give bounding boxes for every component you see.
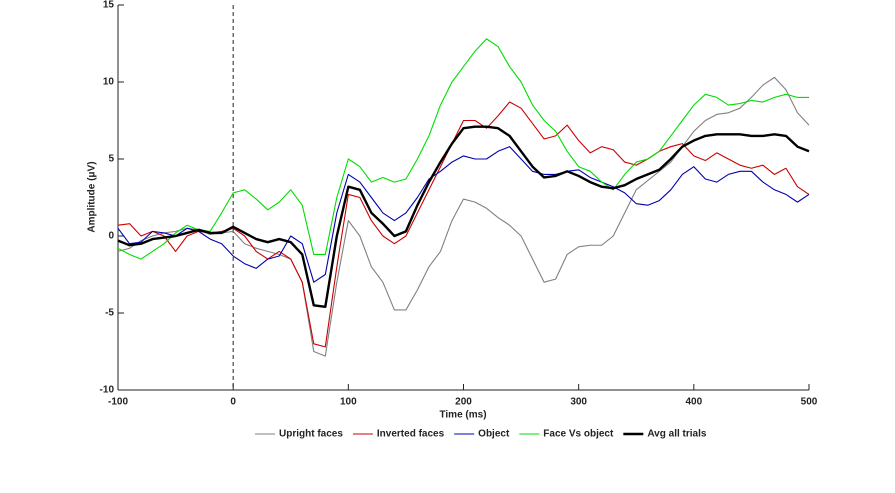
y-tick-label: 10 — [103, 77, 115, 88]
legend-label: Upright faces — [279, 429, 343, 440]
x-tick-label: 500 — [801, 397, 818, 408]
y-tick-label: -5 — [105, 308, 114, 319]
x-tick-label: 100 — [340, 397, 357, 408]
x-tick-label: 200 — [455, 397, 472, 408]
x-tick-label: 0 — [230, 397, 236, 408]
legend-label: Face Vs object — [543, 429, 614, 440]
y-tick-label: 5 — [108, 154, 114, 165]
y-axis-label: Amplitude (μV) — [87, 161, 98, 232]
x-tick-label: -100 — [108, 397, 128, 408]
series-line — [117, 101, 810, 348]
series-line — [117, 38, 809, 260]
y-tick-label: -10 — [100, 385, 115, 396]
x-tick-label: 300 — [570, 397, 587, 408]
series-line — [117, 76, 810, 357]
legend-label: Inverted faces — [377, 429, 445, 440]
y-tick-label: 15 — [103, 0, 115, 11]
legend-label: Object — [478, 429, 510, 440]
x-tick-label: 400 — [685, 397, 702, 408]
y-tick-label: 0 — [108, 231, 114, 242]
legend-label: Avg all trials — [647, 429, 707, 440]
series-line — [117, 146, 810, 283]
series-line — [117, 125, 810, 309]
x-axis-label: Time (ms) — [439, 410, 486, 421]
